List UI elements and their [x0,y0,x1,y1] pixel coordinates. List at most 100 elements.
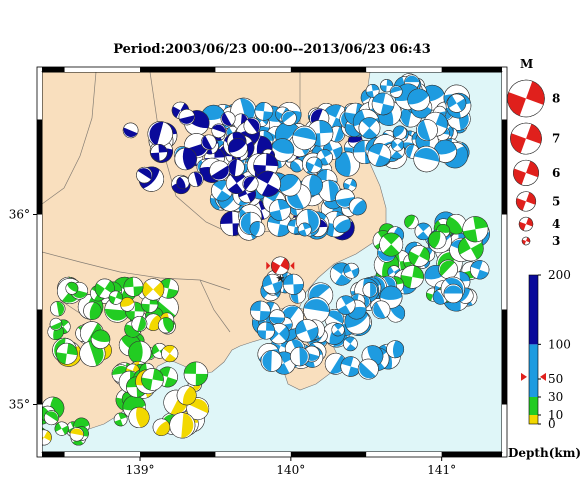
outer-frame [36,66,508,458]
lon-tick-label: 140° [276,463,305,477]
mechanism-beachball [297,222,312,237]
mechanism-beachball [260,350,283,372]
mechanism-beachball [211,123,226,138]
mechanism-beachball [128,406,150,429]
mechanism-beachball [371,300,391,320]
mechanism-beachball [365,84,380,98]
mechanism-beachball [108,290,123,305]
mechanism-beachball [141,368,164,391]
magnitude-legend: M 8 7 6 5 4 3 [507,57,560,248]
mechanism-beachball [458,235,484,262]
mechanism-beachball [122,122,139,139]
mechanism-beachball [390,85,403,98]
mechanism-beachball [343,336,358,352]
depth-tick-label: 30 [548,390,563,404]
depth-color-band [529,415,538,424]
target-marker-left [266,261,271,270]
magnitude-legend-label: 8 [552,92,560,106]
mechanism-beachball [147,121,173,147]
mechanism-beachball [250,300,271,322]
depth-tick-label: 100 [548,337,571,351]
mechanism-beachball [343,262,360,279]
mechanism-beachball [292,125,317,150]
mechanism-beachball [209,160,230,181]
mechanism-beachball [183,361,209,387]
mechanism-beachball [158,278,179,299]
magnitude-legend-ball [507,79,545,118]
mechanism-beachball [290,346,310,367]
mechanism-beachball [65,281,79,295]
mechanism-beachball [228,138,248,158]
mechanism-beachball [200,134,217,151]
map-area: ★ [42,72,502,452]
mechanism-beachball [386,340,405,359]
depth-legend-title: Depth(km) [508,446,580,460]
mechanism-beachball [128,340,152,365]
magnitude-legend-title: M [520,57,533,71]
depth-legend: 200 100 50 30 100 Depth(km) [508,268,580,460]
mechanism-beachball [380,79,394,93]
mechanism-beachball [367,143,392,167]
mechanism-beachball [278,174,302,197]
mechanism-beachball [438,259,458,279]
mechanism-beachball [131,316,148,332]
mechanism-beachball [152,418,171,436]
mechanism-beachball [169,412,196,439]
mechanism-beachball [123,276,144,297]
magnitude-legend-ball [513,159,539,186]
magnitude-legend-ball [518,216,534,232]
mechanism-beachball [336,295,356,315]
depth-marker-right [540,372,546,381]
depth-color-band [529,397,538,415]
mechanism-beachball [254,170,281,197]
magnitude-legend-label: 6 [552,166,560,180]
mechanism-beachball [178,108,195,126]
depth-tick-label: 0 [548,417,556,431]
magnitude-legend-label: 5 [552,194,560,208]
mechanism-beachball [90,329,111,349]
mechanism-beachball [443,283,463,304]
mechanism-beachball [295,319,319,343]
magnitude-legend-ball [521,236,531,246]
lon-tick-label: 141° [427,463,456,477]
mechanism-beachball [225,172,248,194]
mechanism-beachball [69,427,84,442]
mechanism-beachball [176,385,197,406]
mechanism-beachball [428,230,447,250]
mechanism-beachball [262,273,283,295]
depth-marker-left [521,372,527,381]
mechanism-beachball [94,278,115,299]
depth-tick-label: 10 [548,408,563,422]
mechanism-beachball [400,265,424,289]
target-marker-right [290,261,295,270]
axis-labels: 139° 140° 141° 36° 35° [9,208,456,478]
frame-ticks [36,66,508,458]
epicenter-star-icon: ★ [275,272,285,285]
magnitude-legend-label: 4 [552,217,560,231]
mechanism-beachball [83,301,102,320]
mechanism-beachball [55,342,78,365]
mechanism-beachball [371,92,395,116]
mechanism-beachball [220,111,236,127]
mechanism-beachball [44,410,59,426]
mechanism-beachball [227,158,245,177]
magnitude-legend-ball [510,122,542,155]
mechanism-beachball [113,412,128,427]
lat-tick-label: 35° [9,398,30,412]
depth-tick-label: 200 [548,268,571,282]
mechanism-beachball [158,317,174,334]
mechanism-beachball [362,282,378,298]
mechanism-beachball [404,214,419,230]
mechanism-beachball [447,93,467,113]
mechanism-beachball [242,175,259,192]
lat-tick-label: 36° [9,208,30,222]
depth-color-band [529,275,538,345]
mechanism-beachball [408,245,430,267]
mechanism-beachball [334,151,360,177]
beachball-layer: ★ [42,73,490,447]
magnitude-legend-ball [515,191,537,212]
mechanism-beachball [54,421,69,436]
mechanism-beachball [340,356,361,377]
mechanism-beachball [136,166,153,184]
